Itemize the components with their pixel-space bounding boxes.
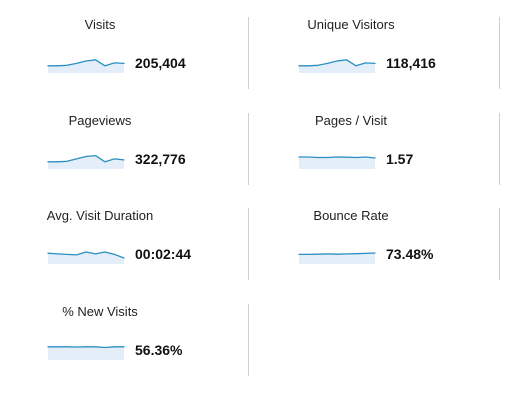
metric-value: 322,776: [135, 151, 186, 167]
column-divider: [248, 304, 249, 376]
sparkline-line: [47, 346, 125, 349]
sparkline-area: [48, 346, 124, 360]
metric-card-avg-visit-duration[interactable]: Avg. Visit Duration 00:02:44: [0, 208, 249, 280]
sparkline: [47, 251, 125, 264]
sparkline-line: [298, 252, 376, 256]
sparkline-line: [47, 251, 125, 259]
sparkline-area: [299, 253, 375, 264]
metric-label: Visits: [84, 17, 116, 32]
column-divider: [248, 113, 249, 185]
sparkline-area: [48, 59, 124, 73]
sparkline-line: [298, 156, 376, 159]
metric-card-visits[interactable]: Visits 205,404: [0, 17, 249, 89]
column-divider: [248, 208, 249, 280]
sparkline-line: [47, 59, 125, 67]
sparkline-area: [48, 155, 124, 169]
metric-card-new-visits[interactable]: % New Visits 56.36%: [0, 304, 249, 376]
metric-label: % New Visits: [62, 304, 138, 319]
sparkline-area: [299, 59, 375, 73]
column-divider: [499, 17, 500, 89]
metric-label: Unique Visitors: [307, 17, 395, 32]
metric-value: 205,404: [135, 55, 186, 71]
metric-value: 73.48%: [386, 246, 434, 262]
sparkline-line: [298, 59, 376, 67]
metric-value: 1.57: [386, 151, 414, 167]
metric-value: 00:02:44: [135, 246, 192, 262]
column-divider: [248, 17, 249, 89]
metric-value: 56.36%: [135, 342, 183, 358]
metric-label: Pageviews: [68, 113, 132, 128]
column-divider: [499, 113, 500, 185]
metric-card-pages-per-visit[interactable]: Pages / Visit 1.57: [251, 113, 500, 185]
metric-card-unique-visitors[interactable]: Unique Visitors 118,416: [251, 17, 500, 89]
metric-label: Bounce Rate: [313, 208, 389, 223]
sparkline: [47, 154, 125, 169]
sparkline-line: [47, 154, 125, 163]
column-divider: [499, 208, 500, 280]
sparkline: [298, 156, 376, 169]
metric-card-pageviews[interactable]: Pageviews 322,776: [0, 113, 249, 185]
sparkline: [47, 59, 125, 73]
sparkline: [298, 59, 376, 73]
metric-card-bounce-rate[interactable]: Bounce Rate 73.48%: [251, 208, 500, 280]
metric-label: Pages / Visit: [314, 113, 388, 128]
sparkline: [298, 252, 376, 264]
sparkline-area: [299, 157, 375, 169]
sparkline: [47, 346, 125, 360]
metric-label: Avg. Visit Duration: [46, 208, 154, 223]
metric-value: 118,416: [386, 55, 436, 71]
